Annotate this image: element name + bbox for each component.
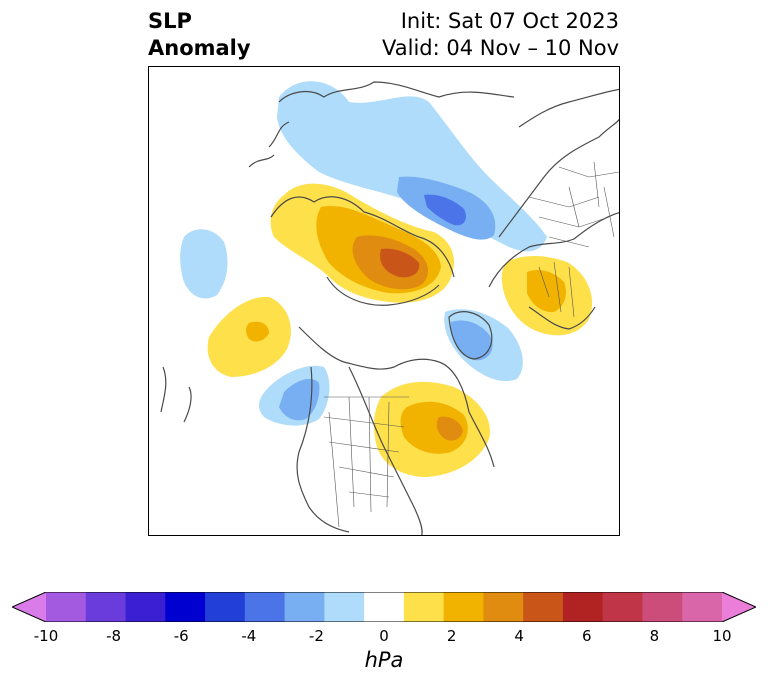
low-anomaly-west-pacific xyxy=(180,229,228,299)
colorbar-segment xyxy=(205,592,246,622)
low-anomaly-gulf-of-alaska xyxy=(258,365,330,426)
colorbar-segment xyxy=(642,592,683,622)
colorbar-tick-label: -2 xyxy=(308,627,324,645)
anomaly-map xyxy=(160,81,619,535)
colorbar-units-label: hPa xyxy=(364,648,404,672)
colorbar-segment xyxy=(284,592,325,622)
map-title: SLP Anomaly xyxy=(148,8,251,62)
colorbar-tick-label: -4 xyxy=(241,627,257,645)
colorbar-extend-min xyxy=(12,592,46,622)
colorbar-segment xyxy=(324,592,365,622)
colorbar-tick-label: 10 xyxy=(712,627,732,645)
colorbar-segment xyxy=(85,592,127,622)
colorbar-segment xyxy=(602,592,643,622)
valid-range: Valid: 04 Nov – 10 Nov xyxy=(382,36,619,60)
colorbar xyxy=(12,592,756,622)
colorbar-segment xyxy=(165,592,206,622)
title-line-1: SLP xyxy=(148,9,192,33)
map-panel xyxy=(148,66,620,536)
colorbar-tick-label: 8 xyxy=(649,627,660,645)
colorbar-segment xyxy=(244,592,286,622)
colorbar-extend-max xyxy=(722,592,756,622)
coastlines xyxy=(160,81,619,535)
colorbar-tick-label: 0 xyxy=(379,627,389,645)
colorbar-segment xyxy=(125,592,166,622)
high-anomaly-europe xyxy=(501,255,593,336)
colorbar-tick-label: -10 xyxy=(33,627,59,645)
forecast-dates: Init: Sat 07 Oct 2023 Valid: 04 Nov – 10… xyxy=(382,8,619,62)
colorbar-tick-label: 6 xyxy=(582,627,592,645)
colorbar-segment xyxy=(483,592,524,622)
high-anomaly-north-pacific xyxy=(207,296,291,377)
political-borders xyxy=(323,161,619,528)
colorbar-segment xyxy=(403,592,445,622)
init-date: Init: Sat 07 Oct 2023 xyxy=(400,9,619,33)
colorbar-segment xyxy=(562,592,604,622)
colorbar-segment xyxy=(46,592,87,622)
colorbar-segment xyxy=(682,592,723,622)
colorbar-segment xyxy=(523,592,564,622)
colorbar-tick-label: -6 xyxy=(173,627,189,645)
colorbar-segment xyxy=(443,592,484,622)
high-anomaly-arctic xyxy=(270,183,454,303)
colorbar-tick-label: 2 xyxy=(446,627,457,645)
high-anomaly-eastern-north-america xyxy=(373,381,490,477)
low-anomaly-siberia xyxy=(277,81,547,252)
colorbar-segment xyxy=(364,592,405,622)
colorbar-tick-label: -8 xyxy=(106,627,122,645)
low-anomaly-greenland xyxy=(444,309,523,382)
title-line-2: Anomaly xyxy=(148,36,251,60)
colorbar-tick-label: 4 xyxy=(514,627,524,645)
